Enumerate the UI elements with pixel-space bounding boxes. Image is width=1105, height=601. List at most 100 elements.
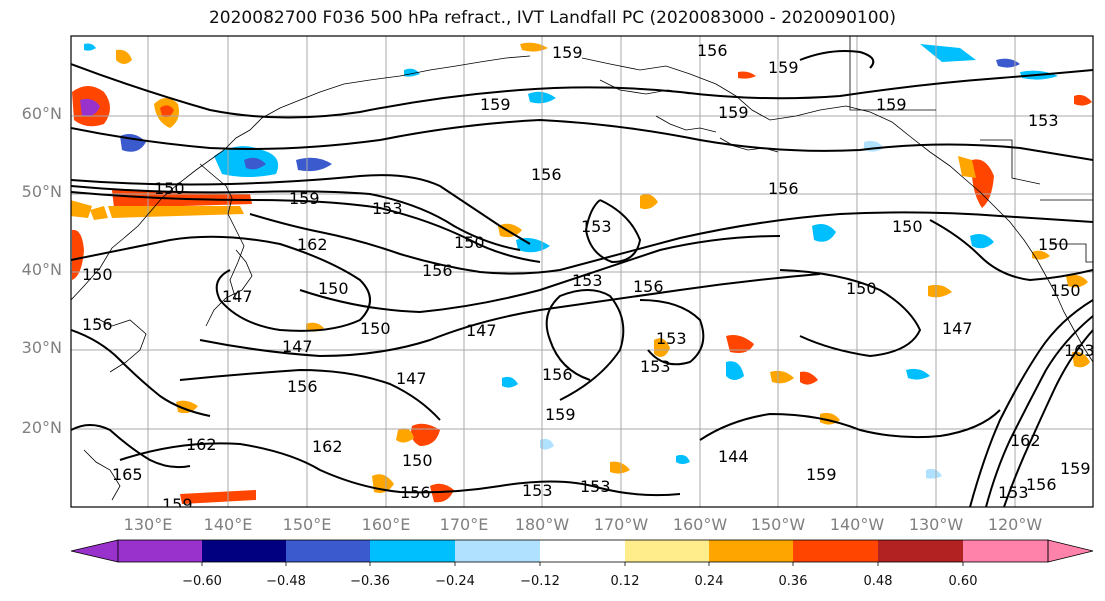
- lat-label-60n: 60°N: [21, 104, 62, 123]
- contour-label: 162: [186, 435, 217, 454]
- lon-label-170e: 170°E: [439, 515, 489, 534]
- lon-label-170w: 170°W: [593, 515, 649, 534]
- contour-label: 150: [1038, 235, 1069, 254]
- colorbar-bin: [878, 540, 964, 562]
- contour-label: 162: [297, 235, 328, 254]
- colorbar-low-extension: [70, 539, 119, 563]
- colorbar-bin: [709, 540, 794, 562]
- contour-label: 150: [846, 279, 877, 298]
- contour-label: 150: [1050, 281, 1081, 300]
- colorbar-bin: [370, 540, 456, 562]
- colorbar-tick: −0.24: [435, 574, 475, 589]
- lon-label-130e: 130°E: [123, 515, 173, 534]
- colorbar-tick: −0.36: [350, 574, 390, 589]
- contour-label: 153: [998, 483, 1029, 502]
- colorbar: [70, 539, 1094, 566]
- colorbar-tick: 0.36: [778, 574, 808, 589]
- colorbar-bin: [202, 540, 287, 562]
- contour-label: 159: [718, 103, 749, 122]
- colorbar-bin: [540, 540, 626, 562]
- contour-label: 156: [542, 365, 573, 384]
- contour-label: 156: [1026, 475, 1057, 494]
- map-title: 2020082700 F036 500 hPa refract., IVT La…: [208, 8, 896, 28]
- contour-label: 156: [697, 41, 728, 60]
- contour-label: 147: [222, 287, 253, 306]
- colorbar-bin: [118, 540, 203, 562]
- contour-label: 159: [545, 405, 576, 424]
- lat-label-20n: 20°N: [21, 418, 62, 437]
- contour-label: 153: [522, 481, 553, 500]
- colorbar-tick: −0.60: [182, 574, 222, 589]
- contour-label: 150: [454, 233, 485, 252]
- colorbar-tick: 0.12: [610, 574, 640, 589]
- colorbar-bin: [963, 540, 1049, 562]
- contour-label: 147: [396, 369, 427, 388]
- colorbar-bin: [625, 540, 710, 562]
- contour-label: 153: [656, 329, 687, 348]
- contour-label: 144: [718, 447, 749, 466]
- contour-label: 163: [1064, 341, 1095, 360]
- contour-label: 147: [466, 321, 497, 340]
- lon-label-120w: 120°W: [987, 515, 1043, 534]
- colorbar-bin: [455, 540, 541, 562]
- lon-label-140e: 140°E: [203, 515, 253, 534]
- lon-label-160w: 160°W: [672, 515, 728, 534]
- contour-label: 159: [1060, 459, 1091, 478]
- map-border: [70, 35, 1094, 508]
- lat-label-50n: 50°N: [21, 182, 62, 201]
- contour-label: 147: [942, 319, 973, 338]
- graticule: [71, 36, 1093, 507]
- contour-label: 150: [154, 179, 185, 198]
- colorbar-high-extension: [1047, 539, 1094, 563]
- contour-label: 156: [768, 179, 799, 198]
- contour-label: 159: [768, 58, 799, 77]
- contour-label: 150: [402, 451, 433, 470]
- refractivity-contours: [71, 50, 1093, 507]
- contour-labels: 159 156 159 159 159 156 150 159 153 162 …: [82, 41, 1095, 514]
- contour-label: 147: [282, 337, 313, 356]
- colorbar-tick: 0.24: [694, 574, 724, 589]
- contour-label: 153: [580, 477, 611, 496]
- contour-label: 156: [422, 261, 453, 280]
- contour-label: 153: [372, 199, 403, 218]
- colorbar-bin: [286, 540, 371, 562]
- colorbar-tick: 0.48: [863, 574, 893, 589]
- contour-label: 165: [112, 465, 143, 484]
- contour-label: 156: [82, 315, 113, 334]
- lon-label-130w: 130°W: [908, 515, 964, 534]
- contour-label: 159: [289, 189, 320, 208]
- contour-label: 153: [572, 271, 603, 290]
- contour-label: 162: [312, 437, 343, 456]
- lat-label-30n: 30°N: [21, 338, 62, 357]
- lon-label-140w: 140°W: [829, 515, 885, 534]
- contour-label: 156: [287, 377, 318, 396]
- contour-label: 153: [640, 357, 671, 376]
- lon-label-180w: 180°W: [514, 515, 570, 534]
- contour-label: 150: [318, 279, 349, 298]
- lon-label-160e: 160°E: [361, 515, 411, 534]
- colorbar-outline: [117, 539, 1049, 563]
- colorbar-tick: 0.60: [948, 574, 978, 589]
- lat-label-40n: 40°N: [21, 260, 62, 279]
- colorbar-bin: [793, 540, 879, 562]
- colorbar-tick: −0.48: [266, 574, 306, 589]
- lon-label-150w: 150°W: [750, 515, 806, 534]
- contour-label: 150: [82, 265, 113, 284]
- lon-label-150e: 150°E: [282, 515, 332, 534]
- contour-label: 156: [531, 165, 562, 184]
- contour-label: 150: [892, 217, 923, 236]
- contour-label: 150: [360, 319, 391, 338]
- contour-label: 159: [876, 95, 907, 114]
- contour-label: 153: [581, 217, 612, 236]
- contour-label: 162: [1010, 431, 1041, 450]
- contour-label: 159: [552, 43, 583, 62]
- coastlines: [71, 36, 1093, 501]
- contour-label: 159: [162, 495, 193, 514]
- contour-label: 156: [633, 277, 664, 296]
- contour-label: 156: [400, 483, 431, 502]
- contour-label: 159: [806, 465, 837, 484]
- colorbar-tick: −0.12: [520, 574, 560, 589]
- contour-label: 153: [1028, 111, 1059, 130]
- contour-label: 159: [480, 95, 511, 114]
